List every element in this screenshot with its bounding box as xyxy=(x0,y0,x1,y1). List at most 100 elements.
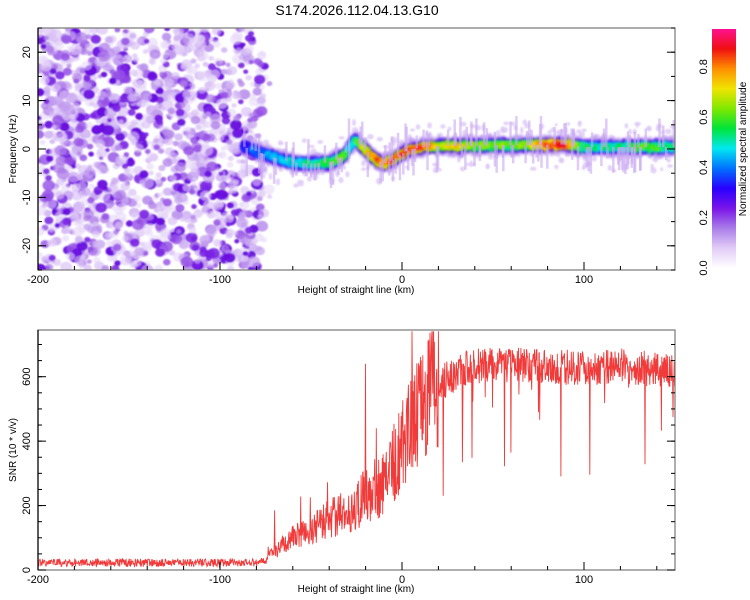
noise-blob xyxy=(50,35,59,43)
noise-blob xyxy=(151,52,158,58)
noise-blob xyxy=(664,128,672,134)
noise-blob xyxy=(121,37,130,46)
noise-blob xyxy=(500,126,505,133)
noise-blob xyxy=(180,256,194,268)
noise-blob xyxy=(38,199,41,205)
noise-blob xyxy=(577,120,582,125)
noise-blob xyxy=(206,161,218,172)
noise-blob xyxy=(127,109,136,116)
noise-blob xyxy=(207,262,215,269)
noise-blob xyxy=(216,98,228,109)
noise-blob xyxy=(182,184,191,192)
colorbar-gradient xyxy=(712,29,736,268)
noise-blob xyxy=(49,68,57,75)
noise-blob xyxy=(159,71,164,76)
noise-blob xyxy=(105,87,111,92)
noise-blob xyxy=(86,259,92,264)
noise-blob xyxy=(54,191,65,200)
noise-blob xyxy=(100,71,108,78)
noise-blob xyxy=(125,158,135,167)
noise-blob xyxy=(93,256,101,264)
noise-blob xyxy=(171,158,178,165)
noise-blob xyxy=(210,209,220,218)
noise-blob xyxy=(86,50,93,56)
noise-blob xyxy=(155,172,162,178)
noise-blob xyxy=(185,126,192,133)
noise-blob xyxy=(267,194,273,199)
noise-blob xyxy=(61,183,71,192)
noise-blob xyxy=(156,217,166,226)
noise-blob xyxy=(367,134,374,140)
noise-blob xyxy=(84,236,91,243)
noise-blob xyxy=(459,166,466,172)
noise-blob xyxy=(213,257,221,264)
noise-blob xyxy=(215,189,228,201)
noise-blob xyxy=(94,189,102,196)
noise-blob xyxy=(59,122,70,132)
noise-blob xyxy=(193,144,203,153)
noise-blob xyxy=(41,203,47,208)
noise-blob xyxy=(607,165,613,171)
noise-blob xyxy=(158,148,165,154)
noise-blob xyxy=(226,202,234,209)
noise-blob xyxy=(190,136,199,144)
noise-blob xyxy=(88,151,94,157)
noise-blob xyxy=(466,162,470,167)
noise-blob xyxy=(79,154,88,162)
noise-blob xyxy=(199,28,210,33)
noise-blob xyxy=(133,143,144,153)
noise-blob xyxy=(293,183,299,188)
noise-blob xyxy=(92,240,100,247)
noise-blob xyxy=(83,167,96,178)
noise-blob xyxy=(112,54,125,66)
noise-blob xyxy=(42,168,50,175)
noise-blob xyxy=(204,111,212,118)
noise-blob xyxy=(48,111,56,117)
noise-blob xyxy=(210,121,221,130)
noise-blob xyxy=(469,160,473,168)
noise-blob xyxy=(176,192,188,203)
noise-blob xyxy=(409,128,416,132)
noise-blob xyxy=(135,101,141,107)
noise-blob xyxy=(246,191,252,197)
noise-blob xyxy=(143,93,152,101)
noise-blob xyxy=(308,144,315,148)
noise-blob xyxy=(200,144,214,156)
spectrogram-y-tick-label: 0 xyxy=(21,146,33,152)
noise-blob xyxy=(247,266,254,270)
noise-blob xyxy=(651,157,659,162)
noise-blob xyxy=(225,62,231,67)
noise-blob xyxy=(95,139,106,149)
noise-blob xyxy=(190,214,196,220)
noise-blob xyxy=(231,103,237,108)
noise-blob xyxy=(154,264,163,270)
noise-blob xyxy=(176,229,182,234)
noise-blob xyxy=(163,258,171,266)
noise-blob xyxy=(212,40,221,48)
noise-blob xyxy=(217,135,224,142)
noise-blob xyxy=(151,84,159,91)
noise-blob xyxy=(244,226,253,234)
noise-blob xyxy=(92,221,99,227)
noise-blob xyxy=(258,208,270,218)
noise-blob xyxy=(266,81,273,87)
noise-blob xyxy=(136,37,143,44)
noise-blob xyxy=(43,99,50,104)
noise-blob xyxy=(229,119,242,131)
noise-blob xyxy=(207,248,220,259)
noise-blob xyxy=(91,125,103,135)
noise-blob xyxy=(131,212,140,220)
noise-blob xyxy=(225,222,231,227)
noise-blob xyxy=(232,128,243,139)
noise-blob xyxy=(100,166,109,174)
noise-blob xyxy=(667,164,673,168)
noise-blob xyxy=(124,168,130,174)
noise-blob xyxy=(241,42,246,47)
noise-blob xyxy=(213,57,223,66)
noise-blob xyxy=(118,95,128,103)
noise-blob xyxy=(38,158,42,164)
noise-blob xyxy=(189,168,200,177)
noise-blob xyxy=(124,250,131,257)
noise-blob xyxy=(124,55,130,60)
noise-blob xyxy=(257,190,266,198)
